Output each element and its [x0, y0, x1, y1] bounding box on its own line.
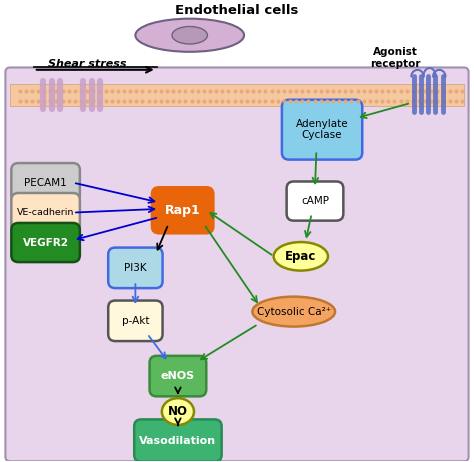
FancyBboxPatch shape [287, 182, 343, 221]
Text: Cytosolic Ca²⁺: Cytosolic Ca²⁺ [256, 307, 331, 316]
FancyBboxPatch shape [134, 419, 222, 462]
Bar [10, 84, 464, 106]
FancyBboxPatch shape [5, 67, 469, 461]
Text: Rap1: Rap1 [165, 204, 201, 217]
Text: PI3K: PI3K [124, 263, 146, 273]
Ellipse shape [162, 398, 194, 425]
FancyBboxPatch shape [11, 223, 80, 262]
Text: cAMP: cAMP [301, 196, 329, 206]
Text: Endothelial cells: Endothelial cells [175, 4, 299, 18]
Text: Agonist
receptor: Agonist receptor [370, 48, 420, 69]
FancyBboxPatch shape [108, 301, 163, 341]
FancyBboxPatch shape [11, 193, 80, 232]
FancyBboxPatch shape [108, 248, 163, 288]
Text: PECAM1: PECAM1 [24, 177, 67, 188]
FancyBboxPatch shape [152, 187, 213, 233]
Text: Adenylate
Cyclase: Adenylate Cyclase [296, 119, 348, 140]
FancyBboxPatch shape [150, 356, 206, 396]
Text: VE-cadherin: VE-cadherin [17, 208, 74, 217]
Text: eNOS: eNOS [161, 371, 195, 381]
FancyBboxPatch shape [282, 100, 362, 159]
Text: VEGFR2: VEGFR2 [23, 237, 69, 248]
Text: Vasodilation: Vasodilation [139, 436, 217, 445]
Text: Shear stress: Shear stress [48, 59, 127, 69]
Text: NO: NO [168, 405, 188, 418]
FancyBboxPatch shape [11, 163, 80, 202]
Ellipse shape [172, 26, 208, 44]
Text: p-Akt: p-Akt [122, 316, 149, 326]
Ellipse shape [252, 297, 335, 327]
Ellipse shape [273, 242, 328, 271]
Text: Epac: Epac [285, 250, 317, 263]
Ellipse shape [136, 18, 244, 52]
